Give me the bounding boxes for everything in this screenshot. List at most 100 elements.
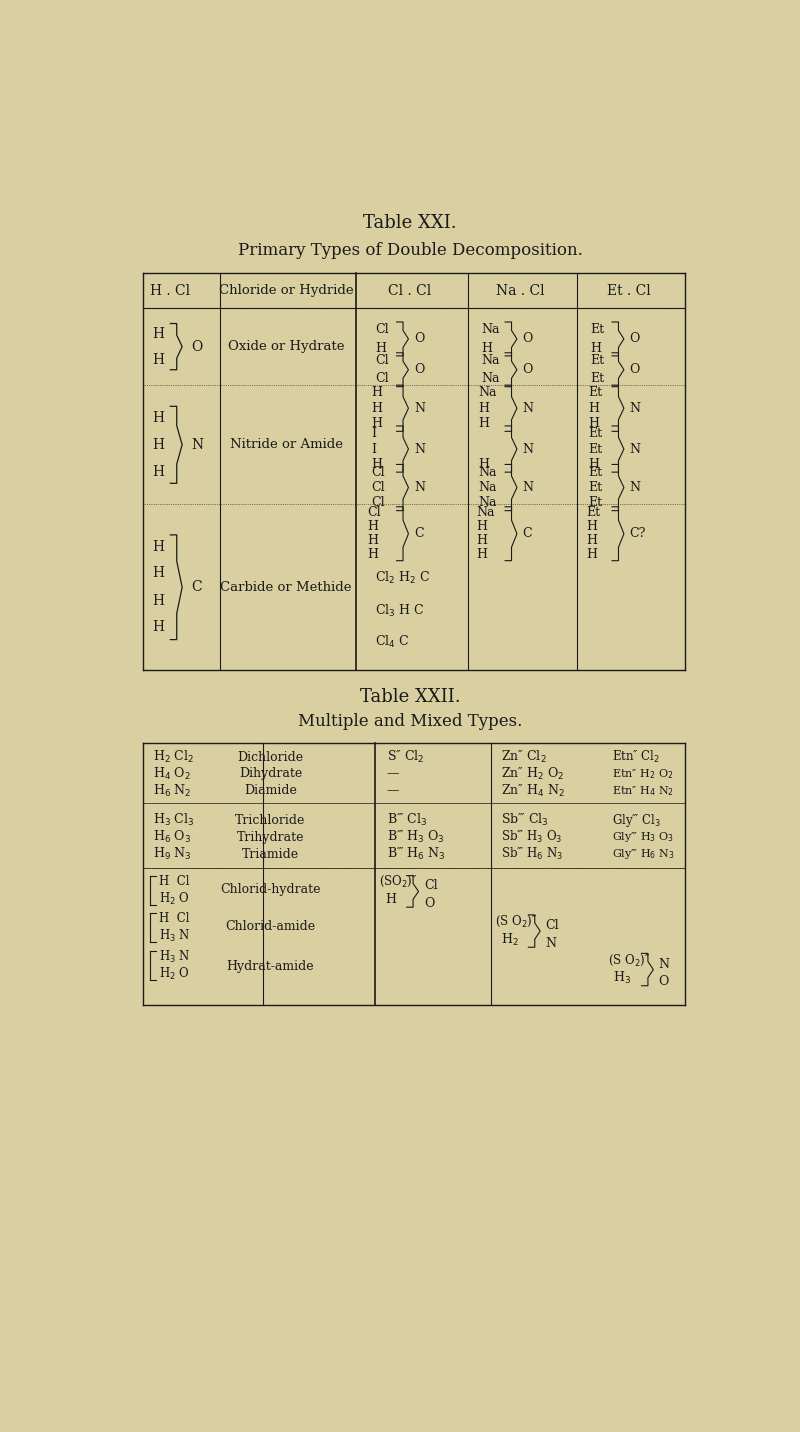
Text: H$_4$ O$_2$: H$_4$ O$_2$ [153,766,190,782]
Text: Table XXII.: Table XXII. [360,687,460,706]
Text: N: N [414,481,425,494]
Text: H$_3$ Cl$_3$: H$_3$ Cl$_3$ [153,812,194,828]
Text: Na: Na [478,465,497,478]
Text: Cl . Cl: Cl . Cl [388,284,432,298]
Text: Diamide: Diamide [244,785,297,798]
Text: Primary Types of Double Decomposition.: Primary Types of Double Decomposition. [238,242,582,259]
Text: (S O$_2$)″: (S O$_2$)″ [495,914,538,929]
Text: H: H [476,520,487,533]
Text: N: N [191,438,203,453]
Text: N: N [630,442,640,455]
Text: Chloride or Hydride: Chloride or Hydride [218,285,354,298]
Text: Multiple and Mixed Types.: Multiple and Mixed Types. [298,713,522,730]
Text: Et: Et [590,354,604,367]
Text: C?: C? [630,527,646,540]
Text: H: H [386,894,396,906]
Text: Na: Na [482,354,500,367]
Text: H: H [375,342,386,355]
Text: Cl: Cl [424,879,438,892]
Text: Etn″ H$_2$ O$_2$: Etn″ H$_2$ O$_2$ [611,768,673,780]
Text: Na: Na [478,387,497,400]
Text: N: N [522,402,534,415]
Text: Dichloride: Dichloride [238,750,303,763]
Text: —: — [386,768,399,780]
Text: H: H [152,620,164,634]
Text: (S O$_2$)″: (S O$_2$)″ [608,952,650,968]
Text: Cl: Cl [371,497,385,510]
Text: Chlorid-hydrate: Chlorid-hydrate [220,884,321,896]
Text: Cl: Cl [371,465,385,478]
Text: N: N [522,481,534,494]
Text: (SO$_2$)″: (SO$_2$)″ [379,874,418,889]
Text: Sb‴ Cl$_3$: Sb‴ Cl$_3$ [502,812,549,828]
Text: H: H [371,402,382,415]
Text: C: C [414,527,423,540]
Text: N: N [414,442,425,455]
Text: H: H [152,352,164,367]
Text: O: O [658,975,668,988]
Text: Gly‴ H$_6$ N$_3$: Gly‴ H$_6$ N$_3$ [611,848,674,861]
Text: H$_6$ O$_3$: H$_6$ O$_3$ [153,829,191,845]
Text: H: H [588,402,599,415]
Text: H$_2$ O: H$_2$ O [159,967,190,982]
Text: O: O [522,332,533,345]
Text: H$_3$: H$_3$ [613,969,631,987]
Text: Et: Et [588,497,602,510]
Text: H$_2$: H$_2$ [502,931,519,948]
Text: Trichloride: Trichloride [235,813,306,826]
Text: H: H [478,458,490,471]
Text: I: I [371,427,376,440]
Text: Carbide or Methide: Carbide or Methide [220,581,352,594]
Text: Cl$_4$ C: Cl$_4$ C [375,633,410,650]
Text: H: H [371,458,382,471]
Text: B‴ H$_6$ N$_3$: B‴ H$_6$ N$_3$ [386,846,446,862]
Text: H: H [367,548,378,561]
Text: Nitride or Amide: Nitride or Amide [230,438,342,451]
Text: H$_3$ N: H$_3$ N [159,949,190,965]
Text: Hydrat-amide: Hydrat-amide [226,959,314,972]
Text: C: C [191,580,202,594]
Text: Et: Et [586,507,601,520]
Text: Na: Na [476,507,494,520]
Text: O: O [414,332,424,345]
Text: H$_6$ N$_2$: H$_6$ N$_2$ [153,783,191,799]
Text: H: H [371,417,382,430]
Text: H  Cl: H Cl [159,875,190,888]
Text: Et: Et [588,465,602,478]
Text: H . Cl: H . Cl [150,284,190,298]
Text: C: C [522,527,532,540]
Text: Et: Et [590,324,604,337]
Text: Cl$_2$ H$_2$ C: Cl$_2$ H$_2$ C [375,570,430,586]
Text: H: H [152,465,164,478]
Text: Cl: Cl [375,372,389,385]
Text: H: H [152,540,164,554]
Text: O: O [424,896,434,909]
Text: Gly‴ H$_3$ O$_3$: Gly‴ H$_3$ O$_3$ [611,831,674,843]
Text: N: N [630,402,640,415]
Text: H: H [478,402,490,415]
Text: H: H [482,342,492,355]
Text: O: O [522,364,533,377]
Text: H: H [586,534,598,547]
Text: Triamide: Triamide [242,848,299,861]
Text: H$_2$ Cl$_2$: H$_2$ Cl$_2$ [153,749,194,765]
Text: H: H [590,342,601,355]
Text: Etn″ H$_4$ N$_2$: Etn″ H$_4$ N$_2$ [611,785,674,798]
Text: Na: Na [482,372,500,385]
Text: Chlorid-amide: Chlorid-amide [226,919,315,932]
Text: H$_3$ N: H$_3$ N [159,928,190,944]
Text: Zn″ Cl$_2$: Zn″ Cl$_2$ [502,749,547,765]
Text: Et . Cl: Et . Cl [607,284,651,298]
Text: H: H [152,438,164,453]
Text: O: O [191,339,202,354]
Text: H: H [367,520,378,533]
Text: H: H [586,548,598,561]
Text: H: H [588,458,599,471]
Text: N: N [414,402,425,415]
Text: Cl: Cl [371,481,385,494]
Text: B‴ Cl$_3$: B‴ Cl$_3$ [386,812,427,828]
Text: Sb‴ H$_3$ O$_3$: Sb‴ H$_3$ O$_3$ [502,829,563,845]
Text: Cl$_3$ H C: Cl$_3$ H C [375,603,425,619]
Text: H: H [588,417,599,430]
Text: Oxide or Hydrate: Oxide or Hydrate [228,341,344,354]
